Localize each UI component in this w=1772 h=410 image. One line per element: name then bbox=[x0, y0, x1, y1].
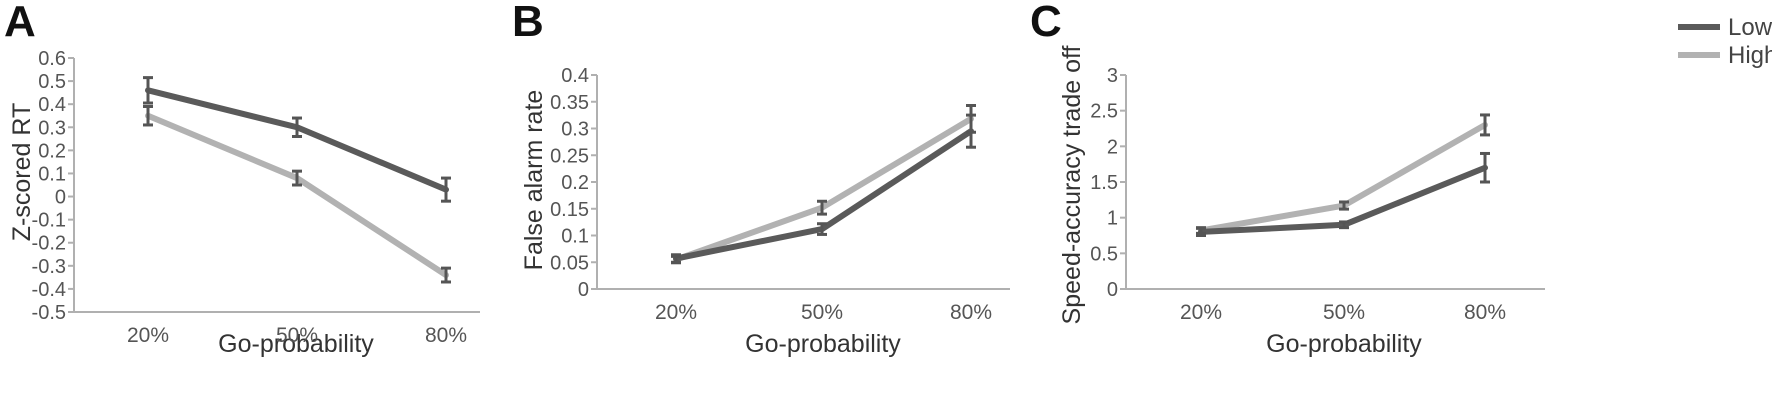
panel-b-ylabel: False alarm rate bbox=[520, 90, 548, 271]
y-tick-label: 1 bbox=[1107, 208, 1118, 230]
y-tick-label: 0.4 bbox=[38, 94, 66, 116]
y-tick-label: 0.4 bbox=[561, 65, 589, 87]
legend-label-low: Low bbox=[1728, 14, 1772, 41]
y-tick-label: -0.1 bbox=[32, 210, 66, 232]
y-tick-label: 3 bbox=[1107, 65, 1118, 87]
panel-b-xlabel: Go-probability bbox=[745, 330, 901, 358]
legend: Low High bbox=[1678, 14, 1772, 69]
series-line-low bbox=[673, 128, 974, 262]
y-tick-label: 0 bbox=[1107, 279, 1118, 301]
y-tick-label: 0.2 bbox=[561, 172, 589, 194]
panel-letter-c: C bbox=[1030, 0, 1062, 46]
y-tick-label: 0.05 bbox=[550, 252, 589, 274]
y-tick-label: 0 bbox=[55, 187, 66, 209]
error-bar-low bbox=[1196, 226, 1206, 237]
panel-c-ylabel: Speed-accuracy trade off bbox=[1058, 46, 1086, 325]
error-bar-high bbox=[817, 199, 827, 216]
error-bar-high bbox=[143, 104, 153, 127]
x-tick-label: 50% bbox=[801, 301, 843, 324]
error-bar-low bbox=[292, 116, 302, 139]
y-tick-label: 0.15 bbox=[550, 199, 589, 221]
y-tick-label: 0.3 bbox=[38, 117, 66, 139]
y-tick-label: 0.5 bbox=[1090, 243, 1118, 265]
series-line-high bbox=[1198, 121, 1488, 234]
y-tick-label: -0.4 bbox=[32, 279, 66, 301]
panel-a-xlabel: Go-probability bbox=[218, 330, 374, 358]
error-bar-high bbox=[292, 169, 302, 187]
error-bar-low bbox=[966, 113, 976, 149]
y-tick-label: 0.25 bbox=[550, 145, 589, 167]
y-tick-label: 0.6 bbox=[38, 48, 66, 70]
y-tick-label: 0.1 bbox=[38, 163, 66, 185]
y-tick-label: -0.2 bbox=[32, 233, 66, 255]
error-bar-high bbox=[1339, 200, 1349, 211]
y-tick-label: 0.35 bbox=[550, 92, 589, 114]
y-tick-label: -0.5 bbox=[32, 302, 66, 324]
panel-b: 0.4 0.35 0.3 0.25 0.2 0.15 0.1 0.05 0 20% 50% 80% bbox=[550, 65, 1010, 324]
y-tick-label: 2.5 bbox=[1090, 101, 1118, 123]
y-tick-label: 0.2 bbox=[38, 140, 66, 162]
panel-letter-a: A bbox=[4, 0, 36, 46]
y-tick-label: 0.1 bbox=[561, 226, 589, 248]
error-bar-high bbox=[1480, 113, 1490, 137]
legend-label-high: High bbox=[1728, 42, 1772, 69]
y-tick-label: -0.3 bbox=[32, 256, 66, 278]
x-tick-label: 20% bbox=[1180, 301, 1222, 324]
y-tick-label: 2 bbox=[1107, 136, 1118, 158]
error-bar-low bbox=[817, 222, 827, 236]
panel-c: 3 2.5 2 1.5 1 0.5 0 20% 50% 80% bbox=[1090, 65, 1545, 324]
y-tick-label: 0 bbox=[578, 279, 589, 301]
y-tick-label: 0.5 bbox=[38, 71, 66, 93]
error-bar-low bbox=[1480, 151, 1490, 184]
error-bar-low bbox=[1339, 220, 1349, 230]
x-tick-label: 20% bbox=[655, 301, 697, 324]
x-tick-label: 50% bbox=[276, 324, 318, 347]
x-tick-label: 20% bbox=[127, 324, 169, 347]
panel-c-xlabel: Go-probability bbox=[1266, 330, 1422, 358]
error-bar-low bbox=[143, 76, 153, 105]
series-line-high bbox=[145, 112, 449, 279]
error-bar-low bbox=[441, 176, 451, 203]
y-tick-label: 0.3 bbox=[561, 119, 589, 141]
error-bar-low bbox=[671, 253, 681, 264]
error-bar-high bbox=[441, 266, 451, 284]
x-tick-label: 80% bbox=[425, 324, 467, 347]
x-tick-label: 80% bbox=[1464, 301, 1506, 324]
series-line-high bbox=[673, 115, 974, 263]
x-tick-label: 80% bbox=[950, 301, 992, 324]
panel-a: 0.60.50.40.30.20.10-0.1-0.2-0.3-0.4-0.5 2… bbox=[32, 48, 480, 347]
panel-letter-b: B bbox=[512, 0, 544, 46]
x-tick-label: 50% bbox=[1323, 301, 1365, 324]
panels-layer: 0.60.50.40.30.20.10-0.1-0.2-0.3-0.4-0.52… bbox=[32, 48, 1545, 347]
panel-a-ylabel: Z-scored RT bbox=[8, 103, 36, 241]
y-tick-label: 1.5 bbox=[1090, 172, 1118, 194]
